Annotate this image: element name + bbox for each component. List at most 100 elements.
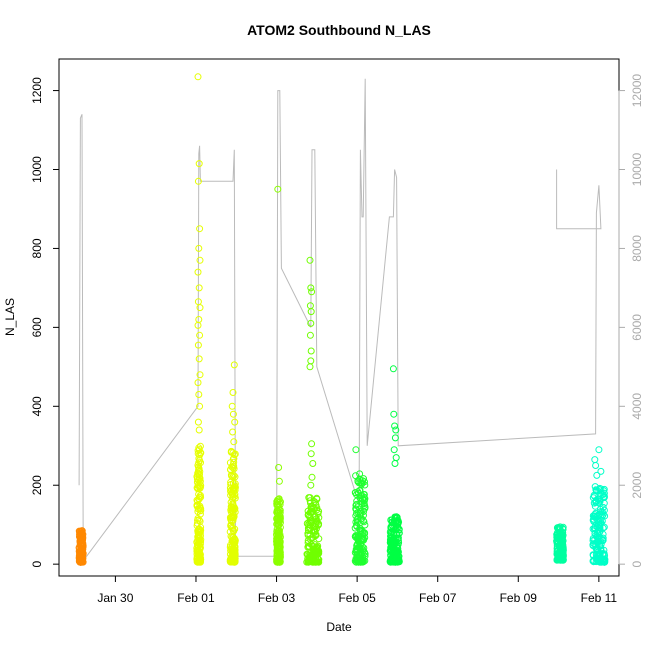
data-point bbox=[276, 498, 284, 506]
y-tick-label: 400 bbox=[30, 396, 44, 416]
data-point bbox=[194, 418, 202, 426]
data-point bbox=[353, 540, 361, 548]
data-point bbox=[195, 244, 203, 252]
data-point bbox=[229, 389, 237, 396]
data-point bbox=[196, 442, 204, 450]
data-point bbox=[392, 522, 400, 530]
y2-tick-label: 6000 bbox=[630, 314, 644, 341]
x-tick-label: Feb 07 bbox=[419, 591, 457, 605]
data-point bbox=[307, 450, 315, 458]
data-point bbox=[194, 541, 202, 549]
secondary-line-layer bbox=[78, 78, 602, 560]
data-point bbox=[554, 549, 562, 557]
data-point bbox=[590, 513, 598, 521]
data-point bbox=[360, 508, 368, 515]
series-4 bbox=[303, 256, 323, 566]
data-point bbox=[352, 446, 360, 454]
data-point bbox=[386, 528, 394, 536]
data-point bbox=[194, 341, 202, 349]
series-6 bbox=[386, 365, 403, 566]
data-point bbox=[195, 463, 202, 471]
data-point bbox=[193, 501, 201, 509]
data-point bbox=[308, 473, 316, 481]
data-point bbox=[392, 454, 400, 462]
data-point bbox=[273, 540, 281, 548]
data-point bbox=[276, 527, 283, 535]
data-point bbox=[559, 545, 567, 553]
data-point bbox=[196, 371, 204, 379]
data-point bbox=[355, 489, 362, 497]
data-point bbox=[306, 331, 314, 339]
y-axis-label: N_LAS bbox=[3, 298, 17, 336]
data-point bbox=[361, 504, 369, 512]
x-tick-label: Feb 01 bbox=[177, 591, 215, 605]
chart-title: ATOM2 Southbound N_LAS bbox=[247, 22, 431, 38]
data-point bbox=[307, 308, 315, 316]
data-point bbox=[228, 402, 236, 410]
data-point bbox=[354, 550, 362, 558]
data-point bbox=[308, 288, 316, 296]
data-point bbox=[195, 525, 203, 533]
series-5 bbox=[351, 446, 369, 566]
y2-tick-label: 8000 bbox=[630, 235, 644, 262]
data-point bbox=[558, 541, 566, 549]
data-point bbox=[77, 558, 84, 566]
data-point bbox=[273, 554, 281, 562]
data-point bbox=[230, 483, 238, 491]
data-point bbox=[305, 525, 313, 532]
data-point bbox=[389, 558, 397, 566]
data-point bbox=[391, 422, 399, 430]
points-layer bbox=[75, 73, 609, 566]
data-point bbox=[313, 494, 321, 502]
data-point bbox=[389, 545, 397, 552]
data-point bbox=[231, 418, 239, 426]
data-point bbox=[195, 160, 203, 168]
y2-tick-label: 2000 bbox=[630, 472, 644, 499]
data-point bbox=[303, 520, 311, 527]
series-0 bbox=[75, 527, 87, 566]
data-point bbox=[306, 302, 314, 310]
data-point bbox=[307, 284, 315, 292]
data-point bbox=[229, 410, 237, 418]
data-point bbox=[389, 365, 397, 373]
data-point bbox=[356, 470, 364, 478]
y-tick-label: 600 bbox=[30, 317, 44, 337]
data-point bbox=[193, 544, 201, 552]
data-point bbox=[194, 177, 202, 185]
data-point bbox=[306, 256, 314, 264]
data-point bbox=[78, 546, 86, 554]
data-point bbox=[599, 503, 607, 511]
data-point bbox=[195, 539, 203, 547]
data-point bbox=[355, 479, 363, 487]
y-tick-label: 200 bbox=[30, 475, 44, 495]
data-point bbox=[229, 428, 237, 436]
plot-frame bbox=[58, 58, 620, 577]
data-point bbox=[78, 541, 86, 549]
x-tick-label: Feb 11 bbox=[581, 591, 618, 605]
data-point bbox=[387, 523, 395, 531]
data-point bbox=[314, 547, 321, 555]
data-point bbox=[308, 518, 316, 526]
data-point bbox=[593, 471, 601, 479]
data-point bbox=[230, 465, 238, 473]
data-point bbox=[595, 499, 603, 507]
data-point bbox=[230, 438, 238, 446]
data-point bbox=[594, 495, 602, 503]
data-point bbox=[308, 440, 316, 448]
data-point bbox=[197, 507, 205, 514]
data-point bbox=[194, 73, 202, 81]
y-axis-left: 0 200 400 600 800 1000 1200 bbox=[30, 77, 60, 568]
data-point bbox=[600, 489, 608, 497]
data-point bbox=[227, 447, 235, 455]
data-point bbox=[309, 460, 317, 467]
data-point bbox=[594, 552, 602, 560]
x-axis-label: Date bbox=[326, 620, 352, 634]
data-point bbox=[592, 486, 600, 494]
data-point bbox=[306, 363, 314, 371]
y-tick-label: 800 bbox=[30, 238, 44, 258]
data-point bbox=[351, 489, 359, 497]
data-point bbox=[390, 410, 398, 418]
data-point bbox=[276, 513, 284, 521]
x-tick-label: Feb 09 bbox=[500, 591, 538, 605]
data-point bbox=[559, 553, 566, 561]
